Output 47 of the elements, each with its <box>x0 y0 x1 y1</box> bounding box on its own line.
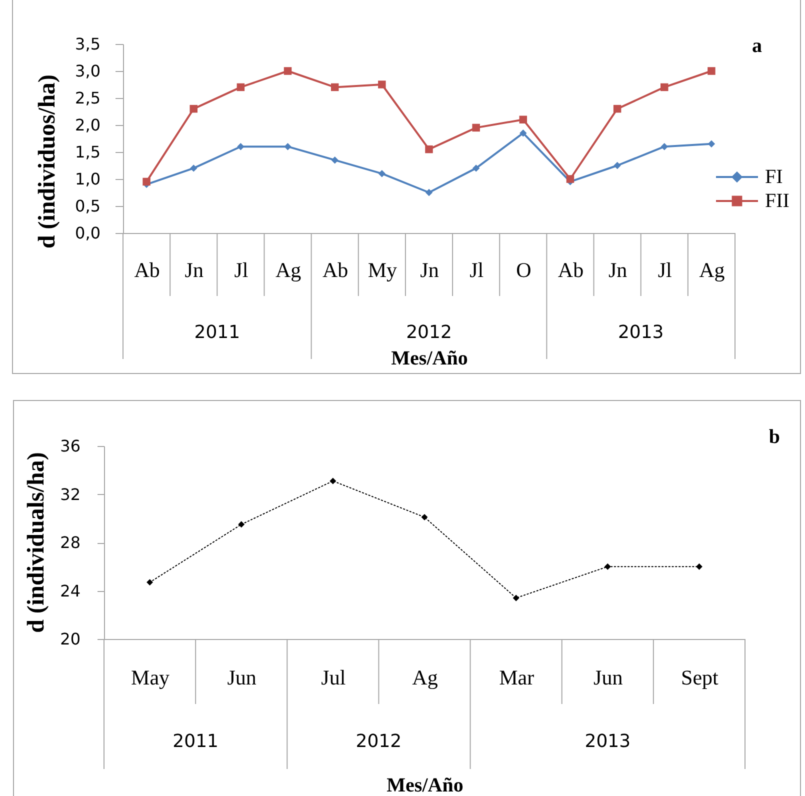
y-tick-label: 1,5 <box>75 142 100 162</box>
x-tick-label: Ag <box>412 666 438 690</box>
text: 2012 <box>356 731 402 752</box>
x-tick-label: Jun <box>227 666 257 690</box>
text: 2011 <box>172 731 218 752</box>
y-tick-label: 2,5 <box>75 88 100 108</box>
text: b <box>768 426 780 448</box>
text: 2013 <box>584 731 631 752</box>
x-tick-label: Ab <box>134 258 160 282</box>
x-tick-label: Ag <box>275 258 302 282</box>
x-tick-label: Jl <box>658 258 672 282</box>
x-axis-title: Mes/Año <box>391 348 468 370</box>
y-tick-label: 32 <box>60 484 80 504</box>
x-tick-label: Jul <box>321 666 346 690</box>
x-tick-label: Ab <box>558 258 584 282</box>
y-tick-label: 2,0 <box>75 116 100 134</box>
text: 2012 <box>406 322 452 343</box>
x-tick-label: Jn <box>420 258 440 282</box>
x-tick-label: Ag <box>699 258 726 282</box>
x-tick-label: O <box>516 258 532 282</box>
x-tick-label: Jn <box>184 258 204 282</box>
y-axis-title: d (individuos/ha) <box>34 74 60 249</box>
y-tick-label: 36 <box>60 436 80 456</box>
text: a <box>752 35 762 57</box>
y-tick-label: 20 <box>60 630 80 648</box>
x-tick-label: Jl <box>470 258 484 282</box>
x-tick-label: Jun <box>594 666 624 690</box>
y-tick-label: 28 <box>60 533 80 552</box>
text: 2011 <box>194 322 240 343</box>
y-tick-label: 3,5 <box>75 34 100 54</box>
x-axis-title: Mes/Año <box>386 774 464 796</box>
y-axis-title: d (individuals/ha) <box>24 452 50 633</box>
x-tick-label: My <box>368 258 398 282</box>
x-tick-label: Jn <box>608 258 628 282</box>
y-tick-label: 24 <box>60 581 80 600</box>
x-tick-label: May <box>131 666 170 690</box>
x-tick-label: Sept <box>681 666 719 690</box>
y-tick-label: 3,0 <box>75 62 100 80</box>
text: 2013 <box>618 322 664 343</box>
legend-label: FI <box>765 166 783 188</box>
y-tick-label: 0,0 <box>75 224 100 242</box>
y-tick-label: 1,0 <box>75 170 100 188</box>
legend-label: FII <box>765 190 790 212</box>
x-tick-label: Ab <box>322 258 348 282</box>
x-tick-label: Mar <box>499 666 534 690</box>
y-tick-label: 0,5 <box>75 196 100 216</box>
x-tick-label: Jl <box>234 258 248 282</box>
